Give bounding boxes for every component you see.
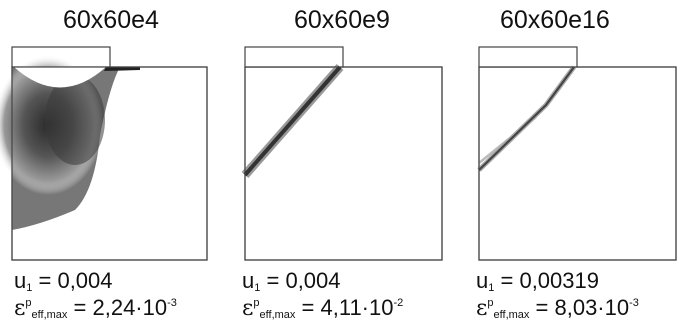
plastic-strain-contour-plot: [241, 46, 443, 261]
displacement-label: u1 = 0,004: [14, 268, 113, 294]
max-strain-label: εpeff,max = 8,03·10-3: [476, 295, 639, 321]
max-strain-label: εpeff,max = 4,11·10-2: [242, 295, 404, 321]
panel-title: 60x60e4: [63, 6, 159, 34]
displacement-label: u1 = 0,004: [242, 268, 341, 294]
plastic-strain-contour-plot: [477, 46, 677, 261]
panel-title: 60x60e9: [294, 6, 390, 34]
max-strain-label: εpeff,max = 2,24·10-3: [14, 295, 177, 321]
plastic-strain-contour-plot: [0, 46, 208, 261]
displacement-label: u1 = 0,00319: [476, 268, 599, 294]
panel-title: 60x60e16: [500, 6, 610, 34]
